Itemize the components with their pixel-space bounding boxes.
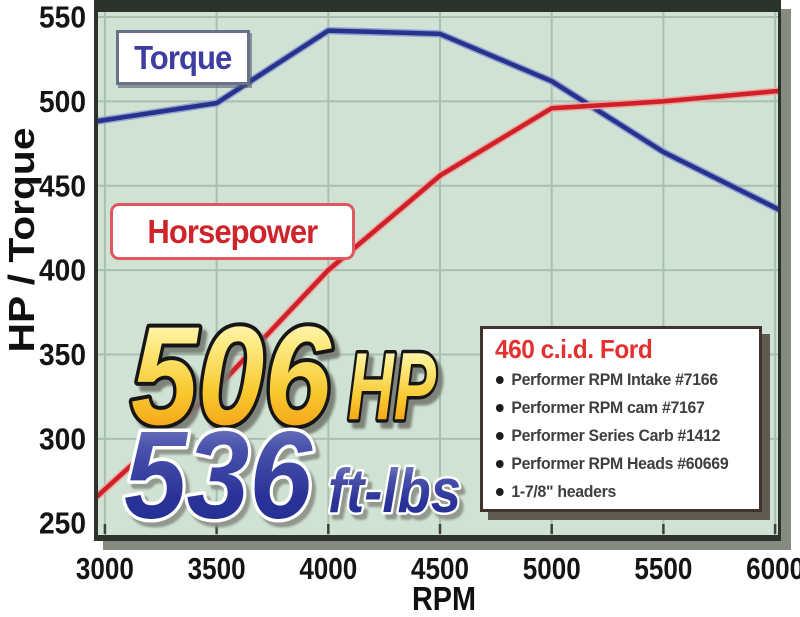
y-tick-label: 450 [39, 168, 86, 203]
torque-callout-value: 536 [124, 407, 313, 545]
y-tick-label: 350 [39, 337, 86, 372]
x-tick-label: 3500 [188, 551, 246, 586]
torque-callout-unit: ft-lbs [328, 457, 461, 526]
x-tick-label: 4500 [411, 551, 469, 586]
x-tick-label: 6000 [746, 551, 800, 586]
torque-series-label: Torque [116, 30, 250, 85]
y-axis-title: HP / Torque [1, 127, 42, 352]
info-box-list: Performer RPM Intake #7166 Performer RPM … [495, 366, 753, 506]
chart-curves [98, 26, 778, 500]
y-tick-label: 400 [39, 253, 86, 288]
info-box-item: Performer RPM Heads #60669 [495, 450, 743, 478]
info-box-item: 1-7/8" headers [495, 478, 743, 506]
info-box-title: 460 c.i.d. Ford [495, 334, 653, 364]
horsepower-curve [98, 88, 778, 498]
torque-callout: 536 ft-lbs [121, 404, 464, 549]
x-tick-label: 4000 [299, 551, 357, 586]
hp-callout-unit: HP [348, 333, 437, 440]
x-tick-label: 3000 [76, 551, 134, 586]
info-box-item: Performer Series Carb #1412 [495, 422, 743, 450]
y-tick-label: 500 [39, 84, 86, 119]
info-box-item: Performer RPM cam #7167 [495, 394, 743, 422]
y-tick-label: 250 [39, 506, 86, 541]
x-tick-label: 5500 [634, 551, 692, 586]
x-tick-label: 5000 [523, 551, 581, 586]
horsepower-series-label-text: Horsepower [147, 212, 319, 250]
info-box-item: Performer RPM Intake #7166 [495, 366, 743, 394]
horsepower-series-label: Horsepower [110, 203, 355, 260]
torque-curve [98, 28, 778, 212]
y-tick-label: 550 [39, 0, 86, 35]
x-axis-title: RPM [412, 580, 476, 617]
y-tick-label: 300 [39, 421, 86, 456]
hp-callout: 506 HP [127, 293, 440, 458]
hp-callout-value: 506 [131, 297, 332, 454]
engine-info-box: 460 c.i.d. Ford Performer RPM Intake #71… [480, 326, 762, 512]
torque-series-label-text: Torque [134, 38, 232, 76]
